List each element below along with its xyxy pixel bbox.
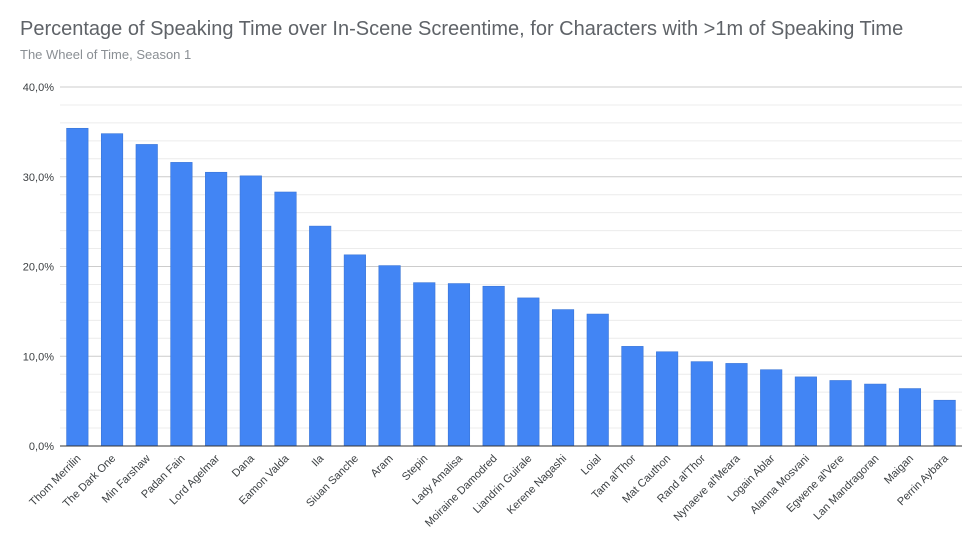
bar[interactable] [725, 363, 748, 447]
y-tick-label: 10,0% [23, 351, 54, 363]
y-tick-label: 0,0% [29, 441, 54, 453]
chart-subtitle: The Wheel of Time, Season 1 [20, 47, 192, 62]
bar[interactable] [933, 399, 956, 447]
x-tick-label: Kerene Nagashi [505, 453, 569, 517]
x-tick-label: Stepin [400, 453, 431, 484]
bar[interactable] [66, 127, 89, 447]
bar[interactable] [135, 144, 158, 447]
x-tick-label: Alanna Mosvani [748, 453, 812, 517]
y-tick-label: 20,0% [23, 262, 54, 274]
y-tick-label: 30,0% [23, 172, 54, 184]
bar[interactable] [378, 265, 401, 447]
bar[interactable] [482, 285, 505, 447]
bar[interactable] [621, 346, 644, 447]
bar[interactable] [551, 309, 575, 447]
bar[interactable] [864, 383, 887, 447]
bar[interactable] [760, 369, 783, 447]
bar[interactable] [274, 191, 297, 447]
bar[interactable] [447, 283, 471, 447]
x-tick-label: Loial [579, 453, 604, 478]
x-tick-label: Ila [310, 452, 327, 469]
bar[interactable] [829, 380, 852, 447]
bar[interactable] [239, 175, 262, 447]
y-tick-label: 40,0% [23, 82, 54, 94]
bar[interactable] [309, 225, 332, 447]
bar[interactable] [794, 376, 817, 447]
x-tick-label: Dana [230, 452, 258, 480]
bar[interactable] [343, 254, 366, 447]
bar[interactable] [517, 297, 540, 447]
bar[interactable] [100, 133, 124, 447]
chart-title: Percentage of Speaking Time over In-Scen… [20, 18, 904, 40]
bar[interactable] [898, 388, 922, 447]
bar[interactable] [690, 361, 713, 447]
bar[interactable] [413, 282, 436, 447]
bar[interactable] [656, 351, 679, 447]
bar[interactable] [586, 313, 609, 447]
x-tick-label: Maigan [882, 453, 916, 487]
x-tick-label: Lan Mandragoran [811, 453, 881, 523]
bar[interactable] [205, 171, 228, 447]
x-tick-label: Aram [369, 453, 396, 480]
bar[interactable] [170, 162, 193, 447]
